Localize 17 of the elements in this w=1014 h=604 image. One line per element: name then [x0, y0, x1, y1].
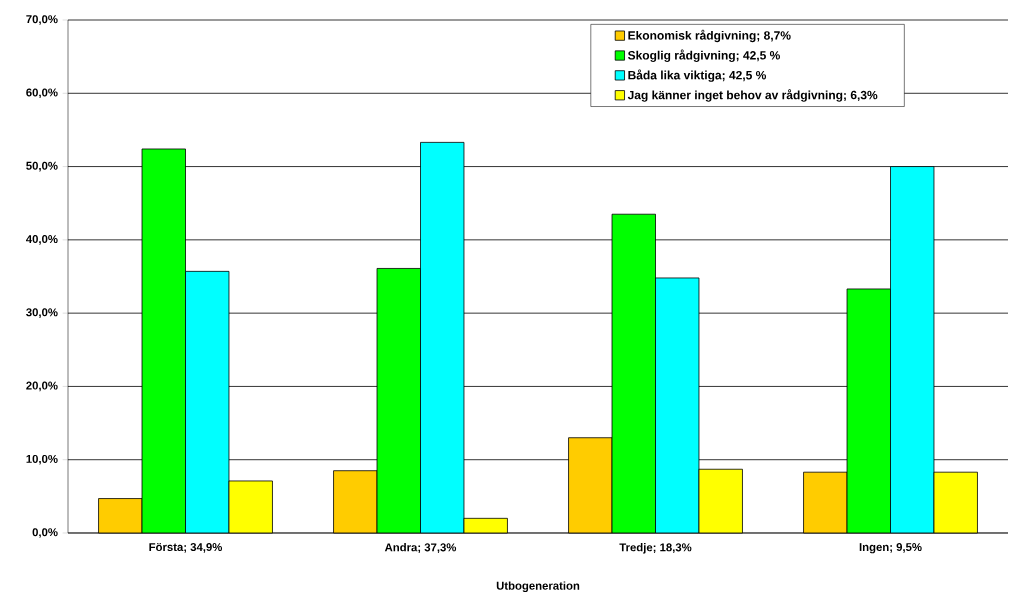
y-tick-label: 50,0% — [26, 161, 58, 172]
legend-label: Ekonomisk rådgivning; 8,7% — [628, 29, 791, 43]
y-tick-label: 30,0% — [26, 308, 58, 318]
y-tick-label: 0,0% — [32, 528, 58, 538]
legend-label: Båda lika viktiga; 42,5 % — [628, 69, 767, 82]
x-axis-title: Utbogeneration — [496, 581, 580, 593]
x-tick-label: Andra; 37,3% — [384, 543, 457, 554]
x-tick-label: Tredje; 18,3% — [619, 543, 692, 554]
x-tick-label: Första; 34,9% — [149, 543, 223, 553]
y-tick-label: 40,0% — [25, 235, 58, 245]
y-tick-label: 70,0% — [26, 15, 58, 25]
y-tick-label: 60,0% — [26, 88, 58, 99]
x-tick-label: Ingen; 9,5% — [859, 543, 922, 554]
y-tick-label: 10,0% — [26, 454, 58, 465]
legend-label: Jag känner inget behov av rådgivning; 6,3% — [627, 89, 878, 102]
y-tick-label: 20,0% — [26, 381, 58, 392]
legend-label: Skoglig rådgivning; 42,5 % — [627, 49, 780, 62]
